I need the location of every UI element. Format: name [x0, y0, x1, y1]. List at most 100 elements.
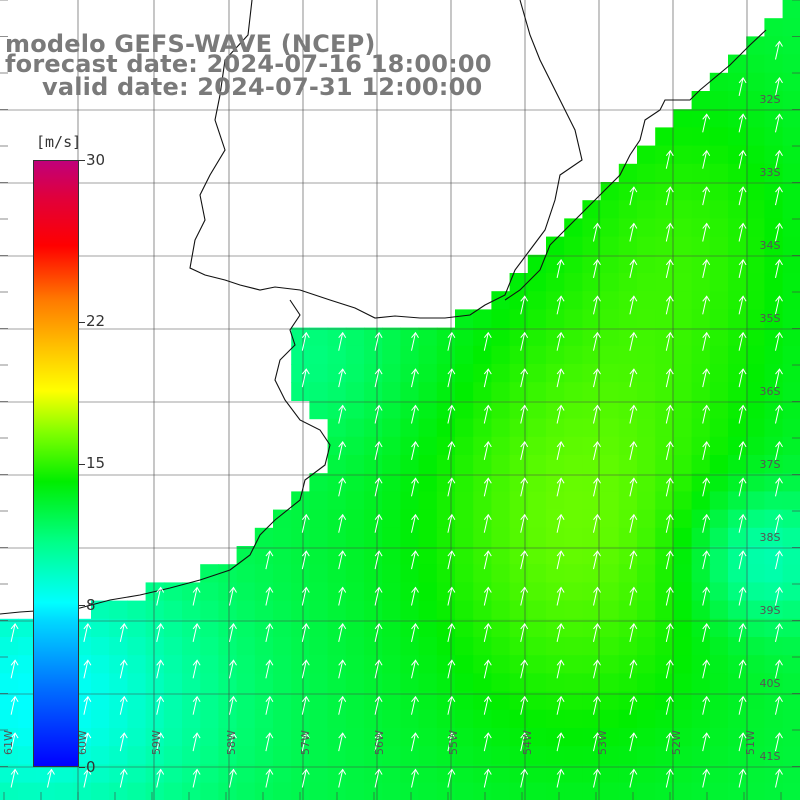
wind-arrow — [593, 513, 601, 533]
wind-cell — [782, 182, 800, 201]
wind-cell — [509, 655, 529, 674]
lat-label: 40S — [760, 677, 781, 690]
wind-cell — [691, 455, 711, 474]
wind-cell — [582, 691, 602, 711]
wind-cell — [182, 746, 201, 765]
wind-cell — [72, 764, 92, 784]
wind-cell — [509, 582, 529, 602]
wind-arrow — [520, 404, 529, 424]
wind-arrow — [447, 477, 456, 497]
wind-cell — [564, 527, 583, 547]
wind-cell — [655, 200, 674, 219]
wind-cell — [345, 782, 365, 800]
wind-cell — [127, 782, 147, 800]
wind-cell — [782, 436, 800, 456]
wind-cell — [728, 382, 747, 401]
wind-arrow — [775, 186, 783, 206]
wind-arrow — [338, 513, 347, 533]
wind-cell — [218, 564, 238, 583]
wind-cell — [473, 582, 492, 602]
wind-cell — [254, 637, 274, 656]
wind-cell — [764, 509, 784, 529]
wind-cell — [418, 382, 438, 401]
wind-cell — [418, 582, 438, 602]
wind-cell — [600, 509, 620, 529]
wind-cell — [0, 728, 19, 747]
wind-cell — [728, 145, 747, 165]
wind-arrow — [229, 623, 237, 643]
wind-arrow — [775, 259, 783, 279]
wind-cell — [327, 728, 347, 747]
wind-cell — [473, 382, 492, 401]
wind-cell — [345, 509, 365, 529]
colorbar-tick-label: 0 — [86, 758, 96, 776]
wind-cell — [728, 709, 747, 729]
wind-arrow — [301, 695, 310, 715]
wind-arrow — [447, 586, 456, 606]
wind-cell — [455, 491, 474, 511]
wind-cell — [691, 163, 711, 183]
wind-cell — [309, 655, 329, 674]
wind-cell — [455, 582, 474, 602]
wind-arrow — [738, 623, 747, 643]
wind-cell — [691, 746, 711, 765]
wind-cell — [764, 691, 784, 711]
wind-cell — [509, 691, 529, 711]
wind-cell — [546, 746, 565, 765]
wind-cell — [709, 673, 729, 693]
lat-label: 41S — [760, 750, 781, 763]
wind-cell — [273, 509, 292, 529]
wind-cell — [345, 364, 365, 383]
wind-cell — [782, 364, 800, 383]
wind-cell — [618, 673, 638, 693]
wind-cell — [400, 418, 420, 438]
wind-cell — [527, 691, 547, 711]
wind-cell — [455, 673, 474, 693]
wind-cell — [728, 764, 747, 784]
wind-cell — [254, 600, 274, 620]
wind-arrow — [629, 695, 638, 715]
wind-cell — [546, 673, 565, 693]
wind-cell — [673, 200, 693, 219]
wind-cell — [418, 673, 438, 693]
wind-cell — [782, 527, 800, 547]
wind-cell — [655, 400, 674, 420]
wind-cell — [455, 509, 474, 529]
wind-cell — [637, 728, 656, 747]
wind-cell — [600, 455, 620, 474]
wind-cell — [382, 782, 401, 800]
wind-cell — [309, 637, 329, 656]
wind-arrow — [192, 659, 201, 679]
wind-cell — [54, 782, 74, 800]
wind-cell — [309, 400, 329, 420]
wind-cell — [491, 473, 511, 492]
wind-arrow — [483, 623, 492, 643]
wind-cell — [655, 218, 674, 238]
wind-cell — [728, 455, 747, 474]
wind-cell — [600, 746, 620, 765]
wind-cell — [600, 309, 620, 329]
wind-cell — [436, 782, 456, 800]
wind-cell — [455, 473, 474, 492]
wind-arrow — [156, 623, 165, 643]
wind-arrow — [411, 732, 419, 752]
wind-cell — [291, 637, 310, 656]
wind-cell — [600, 182, 620, 201]
wind-cell — [673, 618, 693, 638]
wind-cell — [345, 564, 365, 583]
wind-cell — [728, 291, 747, 310]
wind-cell — [600, 691, 620, 711]
wind-cell — [655, 364, 674, 383]
wind-cell — [600, 491, 620, 511]
wind-cell — [637, 145, 656, 165]
wind-arrow — [192, 623, 201, 643]
wind-cell — [637, 527, 656, 547]
wind-cell — [637, 163, 656, 183]
wind-cell — [400, 673, 420, 693]
wind-cell — [127, 637, 147, 656]
wind-arrow — [738, 77, 747, 97]
colorbar-tick-mark — [79, 322, 85, 323]
wind-cell — [709, 127, 729, 147]
wind-cell — [782, 382, 800, 401]
wind-cell — [455, 618, 474, 638]
